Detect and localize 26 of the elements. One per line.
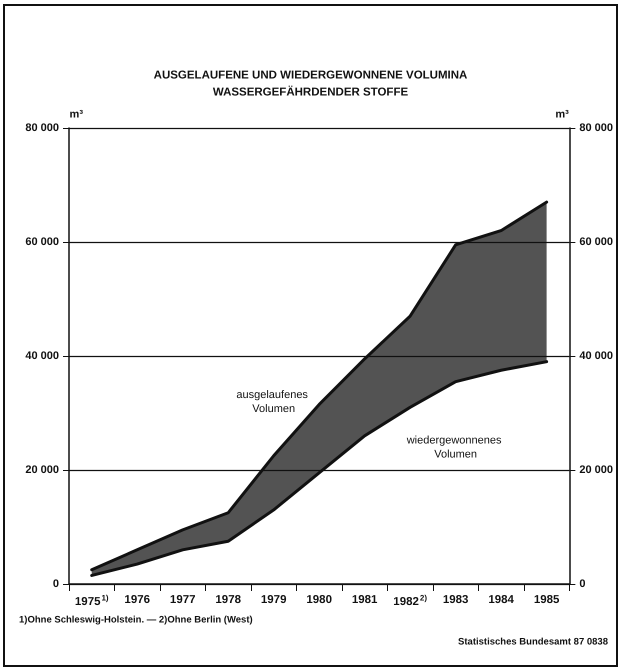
y2-tick-label: 20 000 [579, 464, 614, 476]
series-label: wiedergewonnenes Volumen [406, 434, 505, 461]
text: 1)Ohne Schleswig-Holstein. — 2)Ohne Berlin (West) [19, 614, 253, 626]
x-tick-label: 1978 [215, 594, 242, 606]
y2-tick-label: 0 [579, 578, 586, 590]
y2-tick-label: 60 000 [579, 236, 614, 248]
y-axis-title: m³ [70, 108, 84, 120]
y-tick-label: 60 000 [25, 236, 59, 248]
text: Statistisches Bundesamt 87 0838 [458, 636, 608, 648]
x-tick-label: 1981 [352, 594, 378, 606]
series-label: ausgelaufenes Volumen [236, 388, 312, 415]
x-tick-label: 1977 [170, 594, 196, 606]
x-tick-label: 1983 [442, 594, 468, 606]
x-tick-label: 1979 [260, 594, 286, 606]
y2-tick-label: 40 000 [579, 350, 614, 362]
chart-title: AUSGELAUFENE UND WIEDERGEWONNENE VOLUMINA WASSERGEFÄHRDENDER STOFFE [154, 70, 468, 98]
y-tick-label: 20 000 [25, 464, 59, 476]
x-tick-label: 1984 [488, 594, 515, 606]
y2-tick-label: 80 000 [579, 122, 614, 134]
x-tick-label: 1985 [534, 594, 560, 606]
x-tick-label: 1976 [124, 594, 150, 606]
y2-axis-title: m³ [555, 108, 570, 120]
x-tick-label: 1980 [306, 594, 332, 606]
y-tick-label: 40 000 [25, 350, 59, 362]
y-tick-label: 0 [52, 578, 59, 590]
y-tick-label: 80 000 [25, 122, 59, 134]
